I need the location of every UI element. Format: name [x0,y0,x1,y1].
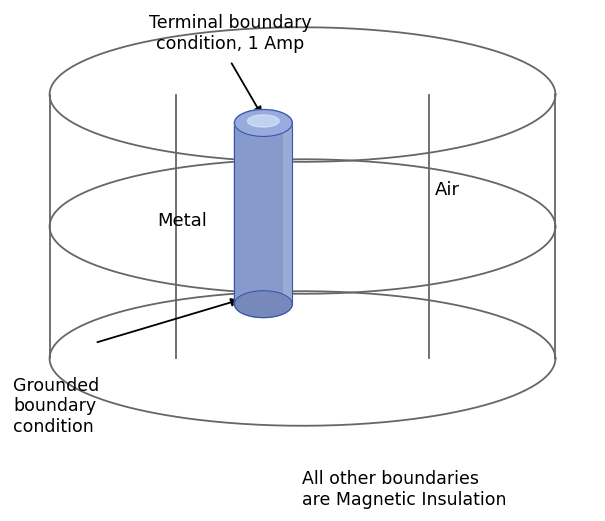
Text: Grounded
boundary
condition: Grounded boundary condition [13,377,100,436]
Text: Terminal boundary
condition, 1 Amp: Terminal boundary condition, 1 Amp [149,14,312,53]
Polygon shape [235,291,292,318]
Polygon shape [284,114,292,304]
Polygon shape [235,109,292,137]
Text: Metal: Metal [157,213,207,230]
Polygon shape [247,115,280,127]
Text: Air: Air [434,181,460,200]
Polygon shape [235,109,292,304]
Text: All other boundaries
are Magnetic Insulation: All other boundaries are Magnetic Insula… [302,470,507,508]
